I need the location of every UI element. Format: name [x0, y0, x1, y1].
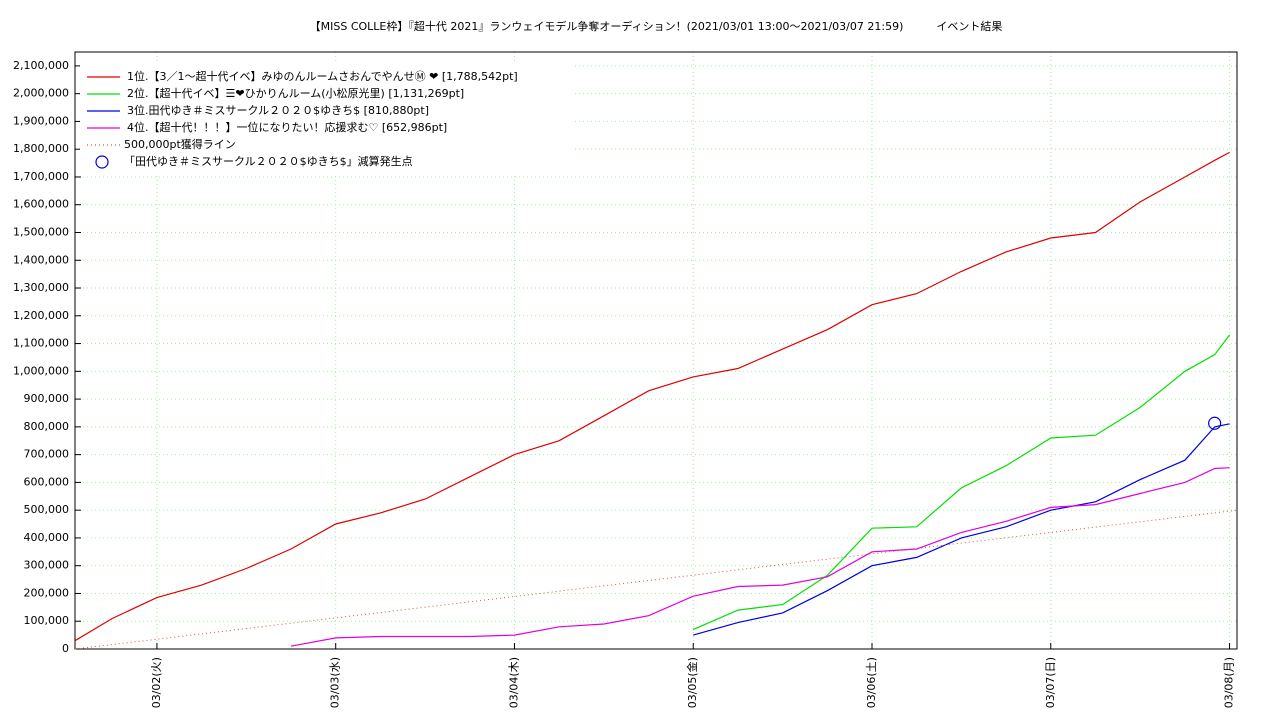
x-tick-label: 03/06(土) — [865, 657, 878, 708]
legend-label: 4位.【超十代！！！】一位になりたい！応援求む♡ [652,986pt] — [127, 120, 447, 134]
legend-marker — [95, 155, 109, 169]
y-tick-label: 1,900,000 — [13, 114, 69, 127]
y-tick-label: 900,000 — [24, 392, 70, 405]
x-tick-label: 03/02(火) — [150, 657, 163, 708]
y-tick-label: 500,000 — [24, 503, 70, 516]
series-line — [290, 467, 1230, 647]
series-line — [693, 423, 1230, 636]
plot-frame — [74, 51, 1238, 650]
x-tick-label: 03/07(日) — [1044, 657, 1057, 708]
y-tick-label: 700,000 — [24, 448, 70, 461]
y-tick-label: 0 — [62, 642, 69, 655]
y-tick-label: 1,300,000 — [13, 281, 69, 294]
y-tick-label: 600,000 — [24, 475, 70, 488]
chart-title: 【MISS COLLE枠】『超十代 2021』ランウェイモデル争奪オーディション… — [310, 19, 1003, 33]
y-tick-label: 100,000 — [24, 614, 70, 627]
legend-label: 「田代ゆき＃ミスサークル２０２０$ゆきち$」減算発生点 — [124, 154, 413, 168]
y-tick-label: 1,000,000 — [13, 364, 69, 377]
marker — [1208, 416, 1222, 430]
y-tick-label: 2,100,000 — [13, 59, 69, 72]
y-tick-label: 1,700,000 — [13, 170, 69, 183]
y-tick-label: 1,400,000 — [13, 253, 69, 266]
legend-label: 1位.【3／1〜超十代イベ】みゆのんルームさおんでやんせⓂ ❤ [1,788,5… — [127, 69, 518, 83]
y-tick-label: 1,600,000 — [13, 198, 69, 211]
x-tick-label: 03/03(水) — [329, 657, 342, 708]
legend-label: 500,000pt獲得ライン — [124, 138, 236, 151]
y-tick-label: 2,000,000 — [13, 87, 69, 100]
y-tick-label: 1,100,000 — [13, 337, 69, 350]
series-line — [74, 151, 1230, 642]
x-tick-label: 03/08(月) — [1223, 657, 1236, 708]
y-tick-label: 800,000 — [24, 420, 70, 433]
legend-label: 3位.田代ゆき＃ミスサークル２０２０$ゆきち$ [810,880pt] — [127, 103, 429, 117]
legend-label: 2位.【超十代イベ】☰❤ひかりんルーム(小松原光里) [1,131,269pt] — [127, 86, 464, 100]
y-tick-label: 1,500,000 — [13, 225, 69, 238]
y-tick-label: 200,000 — [24, 586, 70, 599]
x-tick-label: 03/05(金) — [685, 657, 699, 708]
x-tick-label: 03/04(木) — [507, 657, 520, 708]
legend-box — [80, 64, 575, 176]
series-line — [692, 334, 1231, 631]
y-tick-label: 1,800,000 — [13, 142, 69, 155]
y-tick-label: 300,000 — [24, 559, 70, 572]
y-tick-label: 400,000 — [24, 531, 70, 544]
y-tick-label: 1,200,000 — [13, 309, 69, 322]
